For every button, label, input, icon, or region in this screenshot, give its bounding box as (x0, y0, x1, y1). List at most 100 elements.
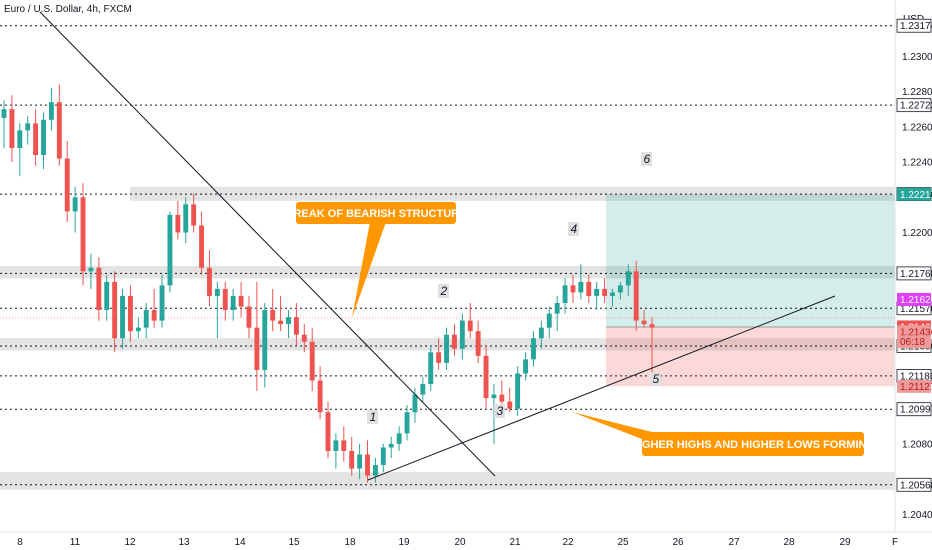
callout-break-structure[interactable]: BREAK OF BEARISH STRUCTURE (286, 202, 467, 318)
price-tag-box (896, 18, 932, 33)
time-axis[interactable]: 8 11 12 13 14 15 18 19 20 21 22 25 26 27 28 29 F (0, 531, 932, 548)
price-tag-box (896, 477, 932, 492)
price-tags: 1.231741.227231.222181.217681.215701.213… (896, 18, 932, 492)
candle-body (72, 197, 78, 212)
candle-body (341, 440, 347, 451)
time-tick-label: F (892, 537, 898, 548)
price-tag-label: 1.23174 (900, 21, 932, 32)
time-tick-label: 26 (672, 537, 684, 548)
candle-body (499, 394, 505, 402)
time-tick-label: 29 (839, 537, 851, 548)
candle-body (617, 285, 623, 293)
position-tool[interactable] (606, 194, 895, 387)
candle-body (578, 281, 584, 293)
candle-body (309, 341, 315, 381)
time-tick-label: 15 (288, 537, 300, 548)
wave-label-2-bg (438, 284, 449, 298)
bullish-trendline[interactable] (367, 295, 836, 481)
wave-label-1-bg (367, 410, 378, 424)
candle-body (159, 285, 165, 321)
callout-higher-highs[interactable]: HIGHER HIGHS AND HIGHER LOWS FORMING (572, 412, 875, 456)
wave-label-3-bg (494, 404, 505, 418)
wave-label-4: 4 (571, 222, 578, 236)
candle-body (586, 281, 592, 296)
bearish-trendline[interactable] (39, 11, 496, 477)
price-tick-label: 1.22000 (902, 228, 932, 239)
candle-body (404, 412, 410, 434)
candle-body (388, 443, 394, 448)
position-target-zone[interactable] (606, 194, 895, 327)
price-tag-box (897, 292, 931, 306)
callout-break-structure-pointer (352, 222, 386, 318)
price-tag-box (896, 402, 932, 417)
horizontal-levels (0, 25, 895, 486)
candle-body (1, 109, 7, 119)
candle-body (491, 394, 497, 399)
time-tick-label: 27 (728, 537, 740, 548)
candle-body (112, 281, 118, 339)
candle-body (633, 271, 639, 321)
candle-body (270, 310, 276, 321)
candle-body (380, 447, 386, 466)
candles (1, 84, 655, 483)
wave-label-6-bg (641, 152, 652, 166)
candle-body (199, 225, 205, 268)
candle-body (246, 306, 252, 328)
price-tick-label: 1.20800 (902, 439, 932, 450)
price-axis[interactable]: USD 1.230001.228001.226001.224001.220001… (894, 0, 932, 550)
candle-body (562, 285, 568, 303)
candle-body (570, 285, 576, 293)
price-tag-label: 1.21186 (900, 371, 932, 382)
wave-label-1: 1 (370, 410, 377, 424)
price-tag-label: 1.22723 (900, 101, 932, 112)
position-stop-zone[interactable] (606, 326, 895, 387)
price-tick-label: 1.22400 (902, 158, 932, 169)
candle-body (459, 320, 465, 349)
candle-body (523, 359, 529, 374)
callout-higher-highs-pointer (572, 412, 660, 446)
price-tag-label: 1.21570 (900, 304, 932, 315)
price-tag-box (897, 325, 931, 339)
candle-body (183, 204, 189, 233)
candle-body (349, 450, 355, 469)
wave-label-5-bg (650, 372, 661, 386)
candle-body (135, 327, 141, 332)
price-tag-label: 1.21768 (900, 269, 932, 280)
candle-body (222, 288, 228, 311)
candle-body (475, 331, 481, 356)
candle-body (641, 320, 647, 325)
price-tick-label: 1.22600 (902, 122, 932, 133)
candle-body (238, 295, 244, 307)
candle-body (325, 412, 331, 451)
time-tick-label: 21 (509, 537, 521, 548)
candle-body (357, 454, 363, 469)
time-tick-label: 12 (124, 537, 136, 548)
price-tag-label: 1.21127 (900, 382, 932, 393)
candle-body (207, 267, 212, 296)
candle-body (436, 352, 442, 363)
candle-body (64, 158, 70, 212)
wave-label-5: 5 (653, 372, 660, 386)
wave-label-3: 3 (497, 404, 504, 418)
chart-title: Euro / U.S. Dollar, 4h, FXCM (4, 4, 132, 15)
time-tick-label: 25 (617, 537, 629, 548)
candle-body (444, 334, 449, 363)
price-tag-label: 1.21436 (900, 327, 932, 338)
candle-body (175, 214, 181, 233)
candle-body (167, 214, 173, 286)
sr-zone (0, 472, 895, 490)
price-tick-label: 1.22800 (902, 87, 932, 98)
candle-body (120, 295, 125, 339)
candle-body (286, 317, 291, 325)
candle-body (214, 288, 220, 296)
price-tag-box (897, 379, 931, 393)
candle-body (483, 355, 489, 399)
candle-body (56, 102, 62, 159)
candle-body (96, 267, 102, 311)
candle-body (531, 338, 536, 360)
candle-body (48, 102, 54, 120)
price-tag-box (896, 266, 932, 281)
candle-body (25, 123, 31, 131)
price-tag-box (897, 335, 931, 349)
